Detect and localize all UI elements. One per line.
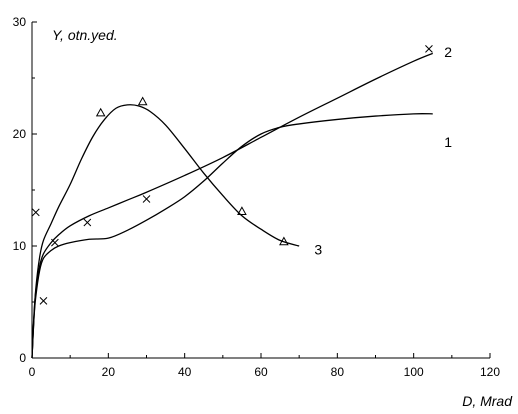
x-tick-label: 40 <box>178 365 192 379</box>
curve-3 <box>31 104 300 359</box>
cross-marker <box>31 208 40 217</box>
markers <box>31 45 433 305</box>
x-tick-label: 100 <box>404 365 424 379</box>
y-axis-title: Y, otn.yed. <box>52 27 118 43</box>
cross-marker <box>83 218 92 227</box>
triangle-marker <box>137 96 148 106</box>
x-tick-label: 60 <box>254 365 268 379</box>
x-tick-label: 0 <box>29 365 36 379</box>
curve-label-2: 2 <box>444 44 452 60</box>
triangle-marker <box>237 206 247 215</box>
x-tick-label: 80 <box>331 365 345 379</box>
triangle-marker <box>279 236 289 246</box>
y-tick-label: 0 <box>19 351 26 365</box>
y-tick-label: 20 <box>13 127 27 141</box>
labels: 1 2 3 <box>314 44 452 257</box>
curve-label-3: 3 <box>314 241 322 257</box>
triangle-marker <box>95 107 106 117</box>
y-tick-label: 30 <box>13 15 27 29</box>
cross-marker <box>51 238 59 247</box>
curve-1 <box>31 113 433 359</box>
y-tick-label: 10 <box>13 239 27 253</box>
x-tick-label: 20 <box>102 365 116 379</box>
x-axis-title: D, Mrad <box>462 393 513 409</box>
cross-marker <box>39 297 48 305</box>
curve-label-1: 1 <box>444 134 452 150</box>
x-tick-label: 120 <box>480 365 500 379</box>
cross-marker <box>142 195 151 203</box>
axes: 0 20 40 60 80 100 120 0 10 20 30 <box>13 15 501 379</box>
cross-marker <box>425 45 433 53</box>
curves <box>31 52 433 359</box>
curve-2 <box>31 52 433 359</box>
